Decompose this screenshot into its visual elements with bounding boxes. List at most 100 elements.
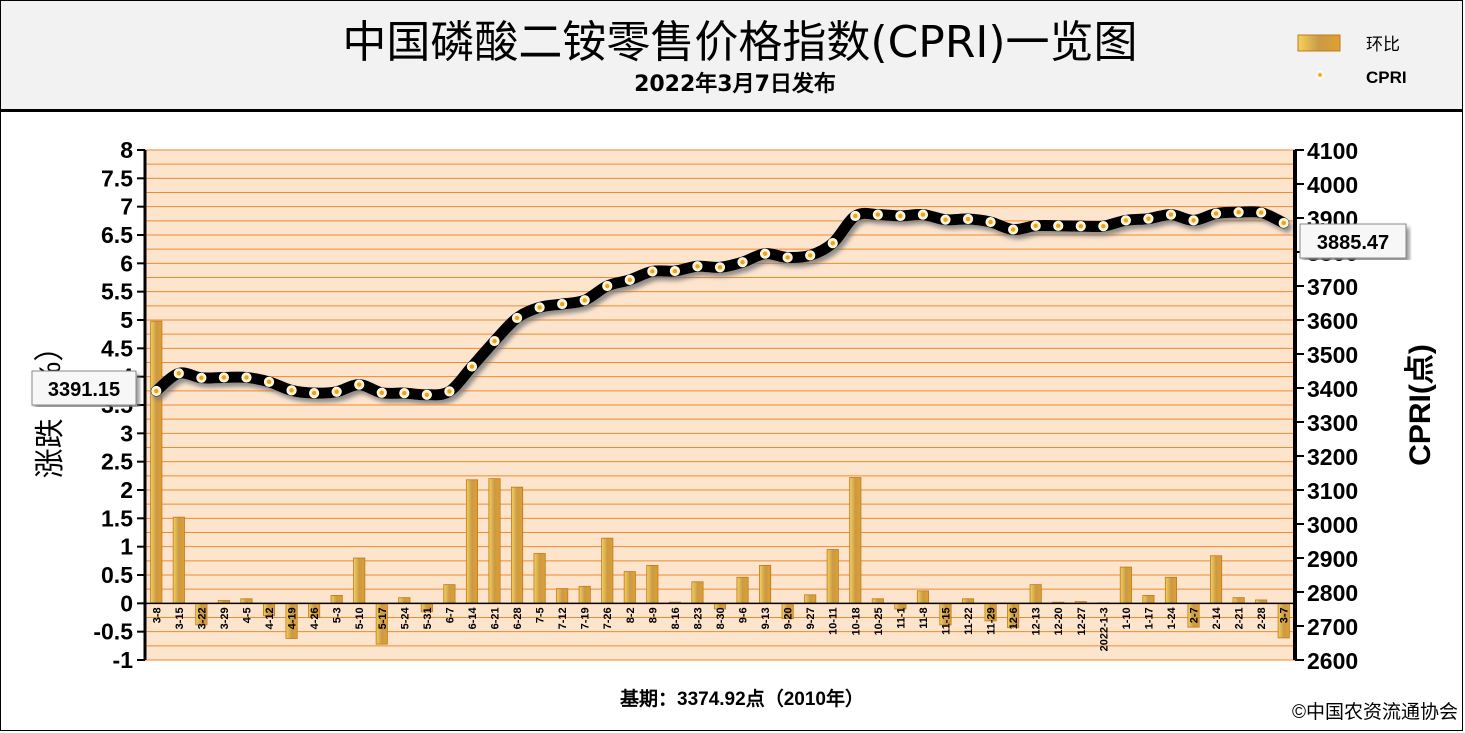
bar [1164, 576, 1178, 604]
cpri-point-dot [1033, 223, 1038, 229]
bar [1029, 584, 1042, 604]
cpri-point-dot [627, 277, 633, 283]
bar [601, 537, 614, 604]
right-tick-label: 2800 [1307, 580, 1358, 606]
x-tick-label: 8-30 [715, 607, 727, 629]
left-tick-label: 1 [120, 534, 133, 560]
x-tick-label: 1-10 [1121, 607, 1133, 629]
base-period-note: 基期：3374.92点（2010年） [619, 687, 864, 710]
bar [1210, 555, 1223, 604]
right-tick-label: 3100 [1307, 478, 1358, 504]
bar [849, 477, 862, 604]
x-tick-label: 2-21 [1234, 607, 1246, 629]
right-tick-label: 3500 [1307, 342, 1358, 368]
cpri-point-dot [1078, 223, 1083, 229]
x-tick-label: 2-14 [1211, 606, 1223, 629]
left-tick-label: -0.5 [93, 619, 133, 645]
right-tick-label: 3600 [1307, 308, 1358, 334]
right-tick-label: 4100 [1307, 138, 1358, 164]
x-tick-label: 10-18 [850, 607, 862, 635]
left-tick-label: 0 [120, 590, 133, 616]
right-tick-label: 3000 [1307, 512, 1358, 538]
left-tick-label: -1 [113, 647, 134, 673]
x-tick-label: 8-23 [692, 607, 704, 629]
cpri-point-dot [199, 375, 204, 380]
left-tick-label: 5.5 [101, 279, 133, 305]
x-tick-label: 4-12 [264, 607, 276, 629]
cpri-point-dot [1281, 220, 1286, 226]
x-tick-label: 5-31 [422, 607, 434, 629]
copyright-note: ©中国农资流通协会 [1292, 701, 1458, 723]
x-tick-label: 11-1 [895, 607, 907, 628]
bar [646, 564, 659, 604]
cpri-point-dot [154, 388, 159, 394]
bar [172, 516, 185, 604]
left-tick-label: 2 [120, 477, 133, 503]
y-axis-label-right: CPRI(点) [1404, 344, 1437, 466]
x-tick-label: 12-20 [1053, 607, 1065, 635]
cpri-point-dot [762, 251, 768, 256]
cpri-point-dot [424, 392, 430, 397]
left-tick-label: 4.5 [101, 335, 133, 361]
x-tick-label: 6-21 [490, 607, 502, 629]
right-tick-label: 4000 [1307, 172, 1358, 198]
x-tick-label: 10-11 [828, 607, 840, 635]
bar [465, 479, 478, 604]
legend-label-bar: 环比 [1366, 35, 1400, 54]
bar [578, 585, 591, 604]
x-tick-label: 10-25 [873, 607, 885, 635]
cpri-point-dot [221, 375, 227, 380]
left-tick-label: 0.5 [101, 562, 133, 588]
bar [488, 478, 501, 604]
right-axis-ticks: 2600 2700 2800 2900 3000 3100 3200 3300 3400 3500… [1295, 138, 1358, 674]
annotations: 3391.15 3885.47 [31, 223, 1407, 406]
right-tick-label: 3400 [1307, 376, 1358, 402]
cpri-point-dot [492, 338, 497, 344]
x-axis-ticks: 3-8 3-15 3-22 3-29 4-5 4-12 4-19 4-26 5-3 5-10 5-1… [151, 606, 1290, 651]
x-tick-label: 4-19 [287, 607, 299, 629]
x-tick-label: 7-19 [580, 607, 592, 629]
cpri-point-dot [717, 265, 723, 270]
cpri-point-dot [244, 375, 249, 380]
x-tick-label: 4-5 [241, 607, 253, 623]
bar [691, 581, 704, 604]
x-tick-label: 6-7 [444, 607, 456, 623]
x-tick-label: 5-24 [399, 606, 411, 629]
cpri-point-dot [582, 298, 587, 303]
x-tick-label: 9-27 [805, 607, 817, 629]
x-tick-label: 12-27 [1076, 607, 1088, 635]
cpri-point-dot [1010, 227, 1016, 232]
cpri-point-dot [853, 213, 858, 219]
x-tick-label: 7-12 [557, 607, 569, 629]
x-tick-label: 12-6 [1008, 607, 1020, 629]
bar [443, 584, 456, 604]
cpri-point-dot [943, 217, 948, 222]
left-tick-label: 6 [120, 250, 133, 276]
legend: 环比 CPRI [1295, 34, 1407, 87]
left-tick-label: 2.5 [101, 449, 133, 475]
cpri-point-dot [514, 315, 520, 321]
cpri-point-dot [785, 255, 790, 260]
cpri-point-dot [920, 212, 926, 217]
cpri-point-dot [650, 269, 655, 274]
chart-subtitle: 2022年3月7日发布 [634, 72, 836, 97]
x-tick-label: 1-24 [1166, 606, 1178, 629]
x-tick-label: 11-15 [940, 607, 952, 635]
legend-bar-swatch [1297, 34, 1341, 52]
x-tick-label: 8-9 [647, 607, 659, 623]
cpri-point-dot [1236, 210, 1241, 215]
cpri-point-dot [289, 388, 294, 393]
bar [150, 320, 163, 604]
left-tick-label: 3 [120, 420, 133, 446]
x-tick-label: 11-29 [986, 607, 998, 635]
line-series [150, 206, 1290, 401]
x-tick-label: 2-7 [1189, 607, 1201, 623]
x-tick-label: 9-6 [738, 607, 750, 623]
x-tick-label: 2-28 [1256, 607, 1268, 629]
bar-series [150, 320, 1290, 645]
cpri-point-dot [875, 212, 881, 217]
bar [353, 557, 366, 604]
x-tick-label: 11-8 [918, 607, 930, 628]
chart-title: 中国磷酸二铵零售价格指数(CPRI)一览图 [342, 17, 1138, 68]
cpri-point-dot [1056, 223, 1061, 229]
